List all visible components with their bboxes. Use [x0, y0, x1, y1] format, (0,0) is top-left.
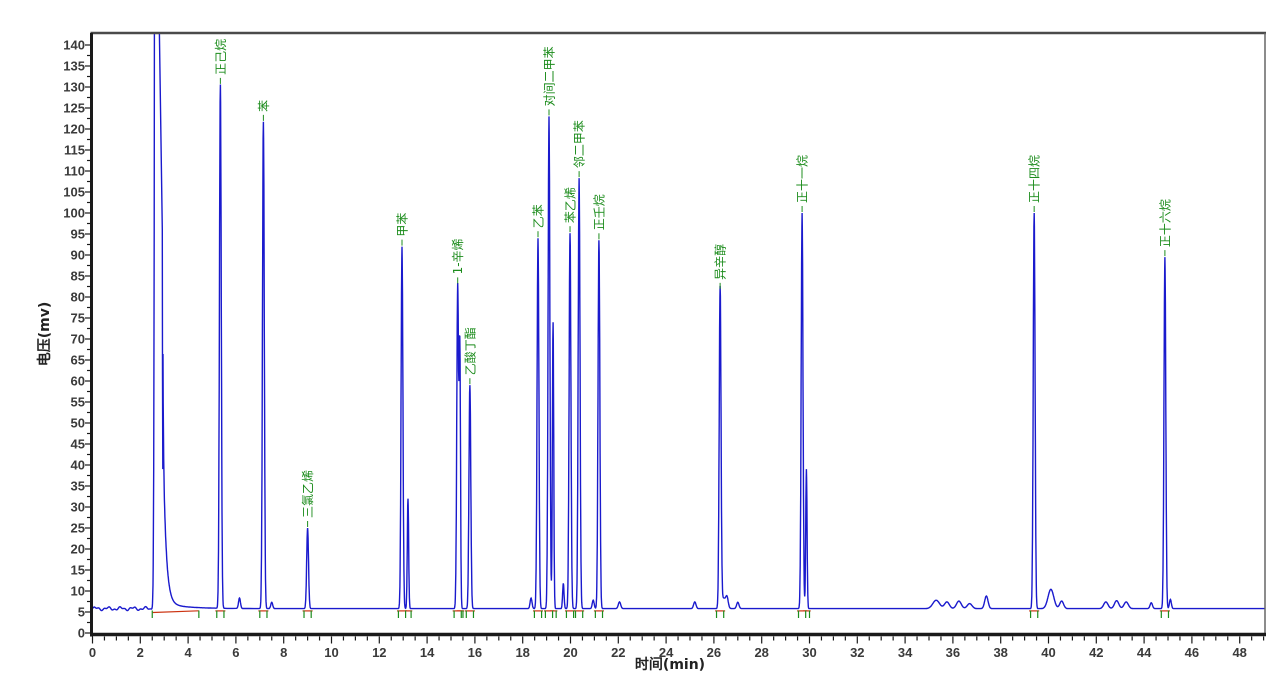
x-tick-label: 8	[280, 645, 287, 660]
x-tick-label: 46	[1185, 645, 1199, 660]
y-tick-label: 20	[71, 542, 85, 557]
plot-border	[90, 31, 1266, 637]
x-tick-label: 12	[372, 645, 386, 660]
y-tick-label: 90	[71, 248, 85, 263]
y-tick-label: 0	[78, 626, 85, 641]
peak-label: 正十六烷	[1158, 199, 1172, 247]
y-tick-label: 75	[71, 311, 85, 326]
integration-mark-solvent	[152, 610, 199, 614]
y-tick-label: 85	[71, 269, 85, 284]
y-tick-label: 105	[63, 185, 85, 200]
y-tick-label: 5	[78, 605, 85, 620]
peak-label: 苯	[257, 100, 271, 112]
x-tick-label: 0	[89, 645, 96, 660]
peak-label: 异辛醇	[713, 244, 728, 280]
peak-label: 三氯乙烯	[301, 470, 315, 518]
x-tick-label: 18	[515, 645, 529, 660]
x-axis: 0 2 4 6 8 10 12 14 16 18 20 22 24 26 28 30 32 34 36 38 40 42 4…	[89, 636, 1265, 660]
peak-label: 正壬烷	[592, 194, 606, 230]
x-tick-label: 34	[898, 645, 913, 660]
y-tick-label: 50	[71, 416, 85, 431]
x-tick-label: 22	[611, 645, 625, 660]
y-tick-label: 120	[63, 122, 85, 137]
x-tick-label: 28	[754, 645, 768, 660]
x-tick-label: 16	[468, 645, 482, 660]
x-tick-label: 30	[802, 645, 816, 660]
x-tick-label: 42	[1089, 645, 1103, 660]
x-tick-label: 14	[420, 645, 435, 660]
x-tick-label: 4	[184, 645, 192, 660]
x-tick-label: 20	[563, 645, 577, 660]
peak-label: 甲苯	[396, 213, 410, 237]
y-tick-label: 40	[71, 458, 85, 473]
peak-marker-ticks	[151, 610, 1170, 618]
plot-generated-content: 0 2 4 6 8 10 12 14 16 18 20 22 24 26 28 30 32 34 36 38 40 42 4…	[63, 31, 1266, 660]
y-tick-label: 70	[71, 332, 85, 347]
signal-trace	[91, 32, 1265, 612]
y-axis-title: 电压(mv)	[36, 302, 53, 367]
peak-label: 1-辛烯	[451, 238, 465, 274]
y-tick-label: 80	[71, 290, 85, 305]
y-tick-label: 60	[71, 374, 85, 389]
y-tick-label: 65	[71, 353, 85, 368]
x-tick-label: 10	[324, 645, 338, 660]
x-tick-label: 44	[1137, 645, 1152, 660]
y-tick-label: 110	[64, 164, 85, 179]
peak-label: 正己烷	[214, 39, 228, 75]
y-tick-label: 30	[71, 500, 85, 515]
y-tick-label: 100	[63, 206, 85, 221]
x-tick-label: 40	[1041, 645, 1055, 660]
y-tick-label: 35	[71, 479, 85, 494]
y-tick-label: 95	[71, 227, 85, 242]
y-tick-label: 115	[64, 143, 85, 158]
x-tick-label: 6	[232, 645, 239, 660]
y-tick-label: 130	[63, 80, 85, 95]
y-tick-label: 135	[63, 59, 85, 74]
x-tick-label: 2	[137, 645, 144, 660]
y-tick-label: 25	[71, 521, 85, 536]
x-tick-label: 24	[659, 645, 674, 660]
peak-label: 乙苯	[531, 204, 545, 228]
peak-label: 邻二甲苯	[573, 120, 587, 168]
y-tick-label: 140	[63, 38, 85, 53]
peak-label: 对间二甲苯	[542, 46, 556, 106]
y-tick-label: 45	[71, 437, 85, 452]
x-tick-label: 36	[946, 645, 960, 660]
x-tick-label: 48	[1232, 645, 1246, 660]
y-tick-label: 15	[71, 563, 85, 578]
peak-label: 苯乙烯	[564, 187, 578, 223]
peak-label: 正十四烷	[1028, 155, 1042, 203]
x-tick-label: 26	[707, 645, 721, 660]
x-axis-title: 时间(min)	[635, 656, 705, 673]
x-tick-label: 38	[993, 645, 1007, 660]
y-axis: 0 5 10 15 20 25 30 35 40 45 50 55 60 65 70 75 80 85 90 95 10…	[63, 38, 90, 641]
y-tick-label: 125	[63, 101, 85, 116]
x-tick-label: 32	[850, 645, 864, 660]
peak-label: 乙酸丁酯	[462, 327, 477, 375]
y-tick-label: 55	[71, 395, 85, 410]
integration-baseline-marks	[152, 610, 1170, 614]
peak-label: 正十一烷	[796, 155, 810, 203]
y-tick-label: 10	[71, 584, 85, 599]
